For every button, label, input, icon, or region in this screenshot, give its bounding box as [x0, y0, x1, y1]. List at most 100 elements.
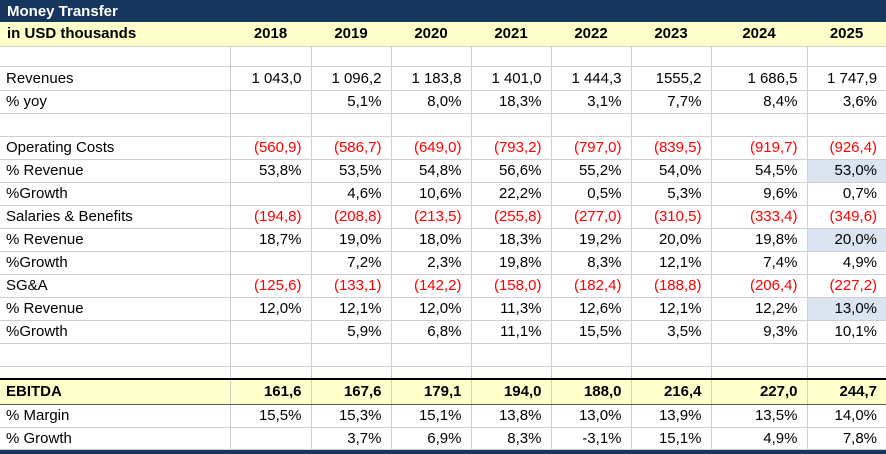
cell[interactable]: 4,6%	[311, 182, 392, 206]
cell[interactable]: 15,3%	[311, 404, 392, 428]
cell[interactable]: (277,0)	[551, 205, 632, 229]
cell[interactable]: (793,2)	[471, 136, 552, 160]
cell[interactable]: 6,9%	[391, 427, 472, 450]
cell[interactable]	[230, 182, 312, 206]
cell[interactable]: 7,2%	[311, 251, 392, 275]
cell[interactable]: (839,5)	[631, 136, 712, 160]
year-header[interactable]: 2020	[391, 22, 471, 47]
cell[interactable]: 4,9%	[807, 251, 886, 275]
cell[interactable]: -3,1%	[551, 427, 632, 450]
cell[interactable]: 244,7	[807, 378, 886, 405]
cell[interactable]: 194,0	[471, 378, 552, 405]
cell[interactable]: 227,0	[711, 378, 808, 405]
cell[interactable]: 13,0%	[551, 404, 632, 428]
cell[interactable]: (560,9)	[230, 136, 312, 160]
cell[interactable]	[230, 320, 312, 344]
cell[interactable]: 15,5%	[230, 404, 312, 428]
cell[interactable]: 53,5%	[311, 159, 392, 183]
cell[interactable]: 1 686,5	[711, 66, 808, 91]
cell[interactable]: (188,8)	[631, 274, 712, 298]
cell[interactable]: (797,0)	[551, 136, 632, 160]
highlighted-cell[interactable]: 13,0%	[807, 297, 886, 321]
cell[interactable]: 161,6	[230, 378, 312, 405]
cell[interactable]	[230, 251, 312, 275]
row-label[interactable]: % Growth	[0, 427, 231, 450]
cell[interactable]: 10,6%	[391, 182, 472, 206]
cell[interactable]: (255,8)	[471, 205, 552, 229]
cell[interactable]: 13,8%	[471, 404, 552, 428]
cell[interactable]: 216,4	[631, 378, 712, 405]
cell[interactable]: 12,1%	[311, 297, 392, 321]
cell[interactable]: 18,3%	[471, 228, 552, 252]
cell[interactable]: 12,1%	[631, 251, 712, 275]
year-header[interactable]: 2023	[631, 22, 711, 47]
cell[interactable]: 53,8%	[230, 159, 312, 183]
cell[interactable]: 54,5%	[711, 159, 808, 183]
cell[interactable]: 1 043,0	[230, 66, 312, 91]
cell[interactable]: (333,4)	[711, 205, 808, 229]
cell[interactable]: 9,6%	[711, 182, 808, 206]
cell[interactable]: (182,4)	[551, 274, 632, 298]
cell[interactable]: 19,0%	[311, 228, 392, 252]
cell[interactable]: 1 747,9	[807, 66, 886, 91]
cell[interactable]: 56,6%	[471, 159, 552, 183]
cell[interactable]: 8,0%	[391, 90, 472, 114]
page-title[interactable]: Money Transfer	[0, 0, 886, 22]
cell[interactable]: 2,3%	[391, 251, 472, 275]
cell[interactable]: 19,8%	[711, 228, 808, 252]
cell[interactable]: 8,3%	[471, 427, 552, 450]
cell[interactable]: (125,6)	[230, 274, 312, 298]
cell[interactable]: 18,3%	[471, 90, 552, 114]
cell[interactable]: 15,1%	[391, 404, 472, 428]
cell[interactable]: 12,2%	[711, 297, 808, 321]
cell[interactable]: (213,5)	[391, 205, 472, 229]
cell[interactable]: 1 401,0	[471, 66, 552, 91]
cell[interactable]: (310,5)	[631, 205, 712, 229]
cell[interactable]: (919,7)	[711, 136, 808, 160]
cell[interactable]: 10,1%	[807, 320, 886, 344]
cell[interactable]: 19,8%	[471, 251, 552, 275]
cell[interactable]: 15,1%	[631, 427, 712, 450]
cell[interactable]: 15,5%	[551, 320, 632, 344]
row-label[interactable]: %Growth	[0, 320, 231, 344]
cell[interactable]: 7,7%	[631, 90, 712, 114]
cell[interactable]: 12,6%	[551, 297, 632, 321]
cell[interactable]: (194,8)	[230, 205, 312, 229]
cell[interactable]: 12,1%	[631, 297, 712, 321]
cell[interactable]: 7,8%	[807, 427, 886, 450]
cell[interactable]	[230, 90, 312, 114]
row-label[interactable]: % Revenue	[0, 228, 231, 252]
cell[interactable]: (649,0)	[391, 136, 472, 160]
cell[interactable]: 54,8%	[391, 159, 472, 183]
cell[interactable]: (133,1)	[311, 274, 392, 298]
cell[interactable]: 1 096,2	[311, 66, 392, 91]
cell[interactable]: 18,0%	[391, 228, 472, 252]
cell[interactable]: (926,4)	[807, 136, 886, 160]
cell[interactable]: 1555,2	[631, 66, 712, 91]
row-label[interactable]: % yoy	[0, 90, 231, 114]
cell[interactable]: 20,0%	[631, 228, 712, 252]
cell[interactable]	[230, 427, 312, 450]
cell[interactable]: 3,6%	[807, 90, 886, 114]
cell[interactable]: 3,7%	[311, 427, 392, 450]
cell[interactable]: (227,2)	[807, 274, 886, 298]
cell[interactable]: 8,4%	[711, 90, 808, 114]
cell[interactable]: 179,1	[391, 378, 472, 405]
cell[interactable]: 5,1%	[311, 90, 392, 114]
row-label[interactable]: % Revenue	[0, 159, 231, 183]
cell[interactable]: 18,7%	[230, 228, 312, 252]
row-label[interactable]: % Margin	[0, 404, 231, 428]
cell[interactable]: 12,0%	[391, 297, 472, 321]
row-label[interactable]: SG&A	[0, 274, 231, 298]
row-label[interactable]: Revenues	[0, 66, 231, 91]
cell[interactable]: 13,9%	[631, 404, 712, 428]
year-header[interactable]: 2018	[230, 22, 311, 47]
year-header[interactable]: 2024	[711, 22, 807, 47]
cell[interactable]: 54,0%	[631, 159, 712, 183]
cell[interactable]: (349,6)	[807, 205, 886, 229]
cell[interactable]: 1 183,8	[391, 66, 472, 91]
cell[interactable]: 4,9%	[711, 427, 808, 450]
cell[interactable]: (208,8)	[311, 205, 392, 229]
cell[interactable]: 55,2%	[551, 159, 632, 183]
cell[interactable]: (158,0)	[471, 274, 552, 298]
